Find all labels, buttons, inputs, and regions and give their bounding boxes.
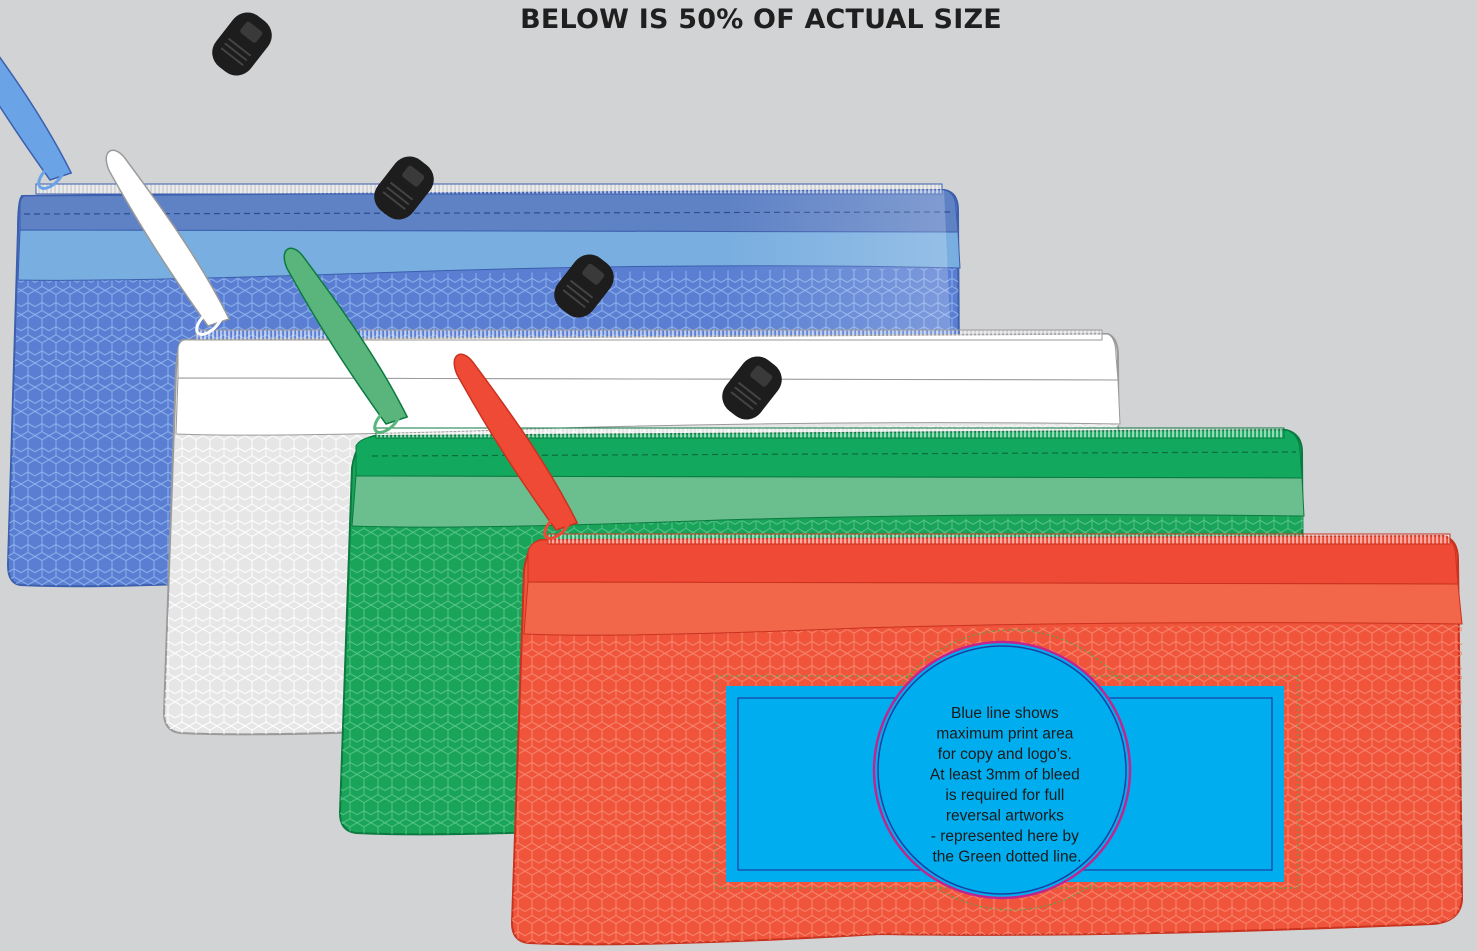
pouch-band xyxy=(351,475,1305,528)
print-note-line-2: maximum print area xyxy=(936,726,1073,743)
zip-puller xyxy=(283,247,409,434)
pouch-red: Blue line shows maximum print area for c… xyxy=(453,353,1464,946)
pouch-band xyxy=(523,581,1463,636)
print-note: Blue line shows maximum print area for c… xyxy=(930,705,1084,866)
puller-cap-icon xyxy=(212,12,272,76)
print-note-line-6: reversal artworks xyxy=(946,808,1064,825)
puller-cap-icon xyxy=(722,356,782,420)
zip-puller xyxy=(105,149,231,336)
pouch-top-panel xyxy=(177,333,1119,381)
print-circle xyxy=(872,640,1132,900)
puller-cap-icon xyxy=(374,156,434,220)
print-note-line-3: for copy and logo’s. xyxy=(938,746,1072,763)
zip-puller xyxy=(0,3,73,190)
print-circle-outline xyxy=(877,645,1127,895)
zip-track xyxy=(195,329,1103,341)
zip-track xyxy=(375,427,1285,439)
print-note-line-5: is required for full xyxy=(945,787,1064,804)
print-note-line-1: Blue line shows xyxy=(951,705,1059,722)
pouch-band xyxy=(175,377,1121,436)
zip-puller xyxy=(453,353,579,540)
print-note-line-4: At least 3mm of bleed xyxy=(930,767,1080,784)
print-note-line-7: - represented here by xyxy=(931,828,1079,845)
puller-cap-icon xyxy=(554,254,614,318)
zip-track xyxy=(547,533,1451,545)
print-note-line-8: the Green dotted line. xyxy=(932,849,1081,866)
page-heading: BELOW IS 50% OF ACTUAL SIZE xyxy=(520,4,1002,35)
print-area: Blue line shows maximum print area for c… xyxy=(715,629,1299,911)
